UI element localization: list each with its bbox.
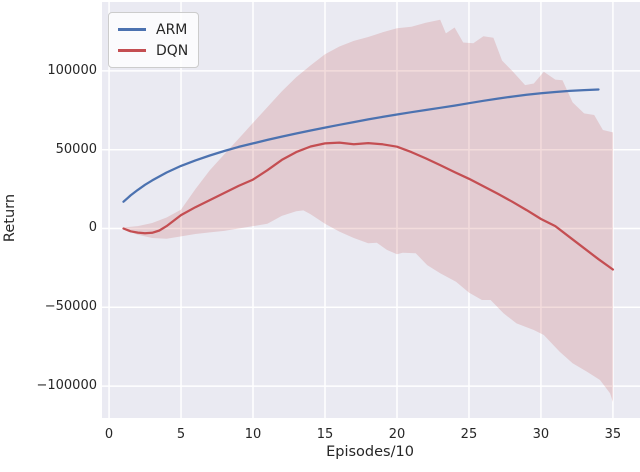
- y-tick-label: 100000: [47, 62, 97, 78]
- y-tick-label: −100000: [36, 378, 97, 394]
- y-axis-label: Return: [2, 194, 18, 243]
- legend-line-dqn: [118, 49, 146, 52]
- x-tick-label: 5: [176, 427, 186, 442]
- dqn-line: [122, 141, 615, 271]
- arm-line: [122, 88, 600, 203]
- x-axis-label: Episodes/10: [326, 444, 414, 460]
- legend-line-arm: [118, 28, 146, 31]
- y-tick-label: 50000: [55, 141, 97, 157]
- legend-item-arm: ARM: [118, 19, 188, 40]
- x-tick-label: 0: [104, 427, 114, 442]
- x-tick-label: 15: [316, 427, 334, 442]
- legend-label-arm: ARM: [156, 21, 188, 38]
- x-tick-label: 20: [388, 427, 406, 442]
- legend: ARM DQN: [108, 12, 200, 68]
- dqn-confidence-band: [123, 19, 613, 402]
- x-tick-label: 10: [244, 427, 262, 442]
- legend-label-dqn: DQN: [156, 42, 189, 59]
- x-tick-label: 35: [604, 427, 622, 442]
- x-tick-label: 25: [460, 427, 478, 442]
- legend-item-dqn: DQN: [118, 40, 188, 61]
- y-tick-label: 0: [88, 220, 97, 236]
- y-tick-label: −50000: [44, 299, 97, 315]
- x-tick-label: 30: [532, 427, 550, 442]
